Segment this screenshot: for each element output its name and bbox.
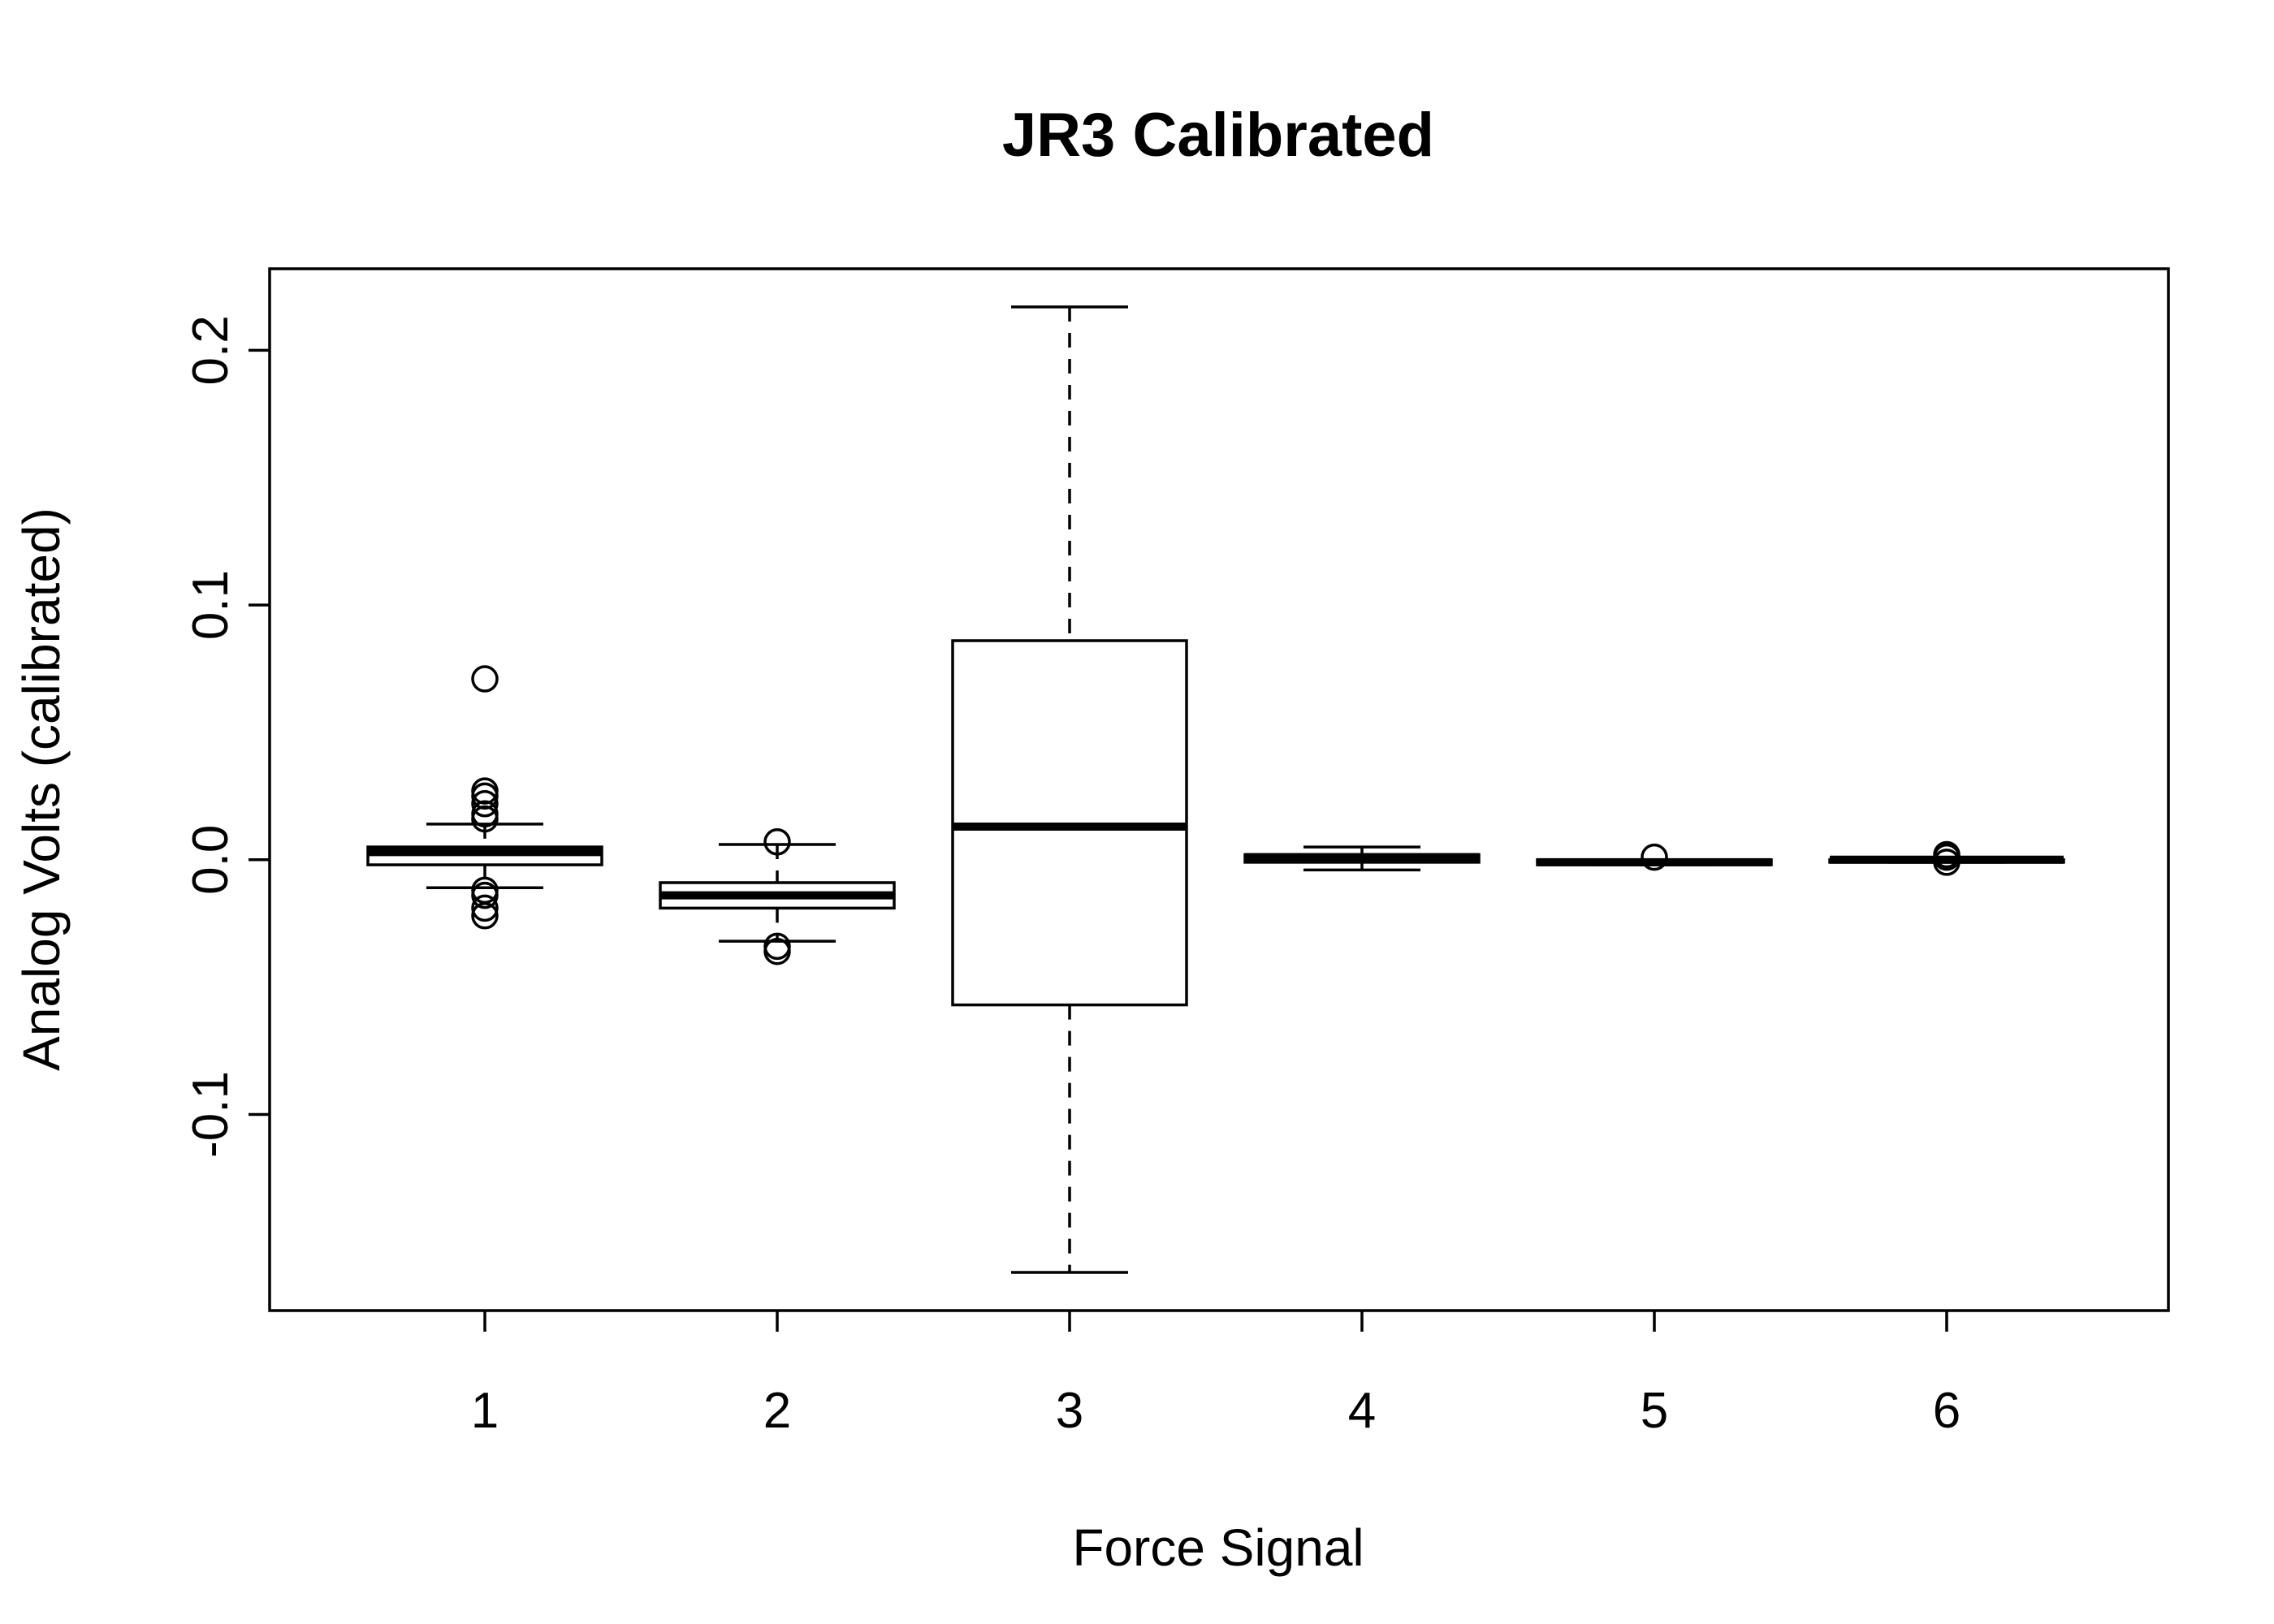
outlier-point: [1641, 843, 1668, 871]
y-tick-label: 0.1: [183, 570, 239, 640]
x-axis-label: Force Signal: [1072, 1518, 1364, 1577]
x-tick-label: 2: [763, 1383, 791, 1439]
outlier-point: [763, 828, 791, 856]
outlier-point: [471, 902, 499, 930]
outlier-point: [1933, 849, 1961, 876]
box-group: [1243, 845, 1481, 872]
outlier-point: [471, 665, 499, 693]
boxes: [366, 305, 2065, 1274]
y-tick-label: -0.1: [183, 1071, 239, 1158]
outlier-point: [471, 894, 499, 922]
outlier-point: [471, 782, 499, 810]
x-tick-label: 6: [1933, 1383, 1961, 1439]
y-tick-label: 0.0: [183, 825, 239, 895]
x-tick-label: 5: [1641, 1383, 1668, 1439]
x-tick-label: 3: [1056, 1383, 1083, 1439]
outlier-point: [471, 805, 499, 833]
outlier-point: [471, 790, 499, 818]
outlier-point: [471, 881, 499, 909]
y-tick-label: 0.2: [183, 315, 239, 385]
plot-frame: [268, 267, 2170, 1312]
x-tick-label: 4: [1348, 1383, 1376, 1439]
x-axis: 1 2 3 4 5 6: [471, 1311, 1961, 1439]
box-group: [659, 828, 896, 965]
y-axis-label: Analog Volts (calibrated): [12, 508, 71, 1071]
x-tick-label: 1: [471, 1383, 499, 1439]
y-axis: -0.1 0.0 0.1 0.2: [183, 315, 270, 1158]
box-group: [951, 305, 1188, 1274]
box-group: [1828, 840, 2065, 876]
box-group: [1536, 843, 1773, 871]
chart-title: JR3 Calibrated: [1002, 101, 1434, 170]
box-group: [366, 665, 603, 930]
outlier-point: [763, 937, 791, 965]
